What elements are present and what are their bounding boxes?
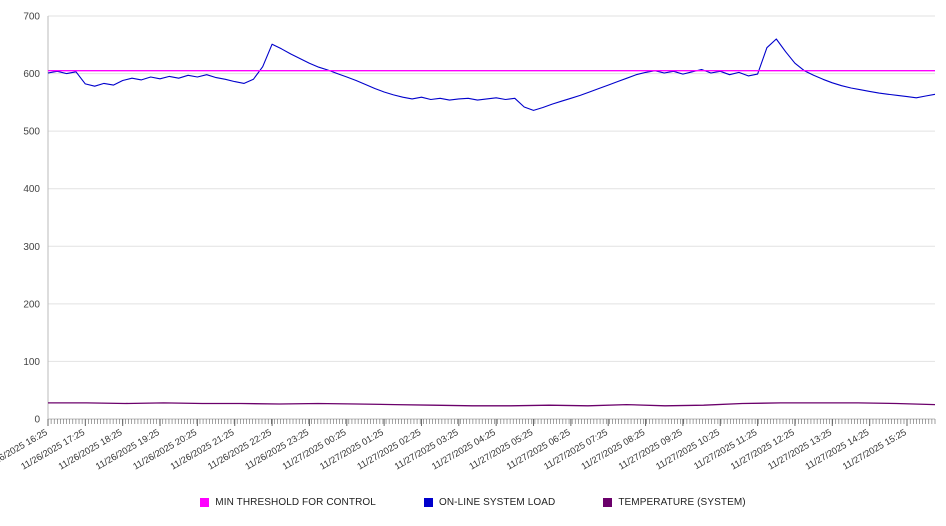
svg-text:11/27/2025 07:25: 11/27/2025 07:25 — [542, 427, 609, 472]
svg-text:11/27/2025 04:25: 11/27/2025 04:25 — [430, 427, 497, 472]
legend-item-min-threshold[interactable]: MIN THRESHOLD FOR CONTROL — [200, 497, 376, 508]
svg-text:600: 600 — [23, 69, 40, 80]
svg-text:11/27/2025 05:25: 11/27/2025 05:25 — [467, 427, 534, 472]
svg-text:11/27/2025 13:25: 11/27/2025 13:25 — [766, 427, 833, 472]
svg-text:300: 300 — [23, 242, 40, 253]
svg-text:11/26/2025 17:25: 11/26/2025 17:25 — [19, 427, 86, 472]
svg-text:100: 100 — [23, 357, 40, 368]
svg-text:11/27/2025 14:25: 11/27/2025 14:25 — [804, 427, 871, 472]
svg-text:700: 700 — [23, 12, 40, 23]
svg-text:11/27/2025 11:25: 11/27/2025 11:25 — [692, 427, 758, 471]
chart-legend: MIN THRESHOLD FOR CONTROL ON-LINE SYSTEM… — [0, 497, 946, 508]
svg-text:200: 200 — [23, 299, 40, 310]
svg-text:11/26/2025 20:25: 11/26/2025 20:25 — [131, 427, 198, 472]
legend-swatch-temperature — [603, 498, 613, 507]
svg-text:11/27/2025 12:25: 11/27/2025 12:25 — [729, 427, 796, 472]
svg-text:11/27/2025 06:25: 11/27/2025 06:25 — [505, 427, 572, 472]
legend-swatch-min-threshold — [200, 498, 210, 507]
legend-item-temperature[interactable]: TEMPERATURE (SYSTEM) — [603, 497, 746, 508]
legend-label-system-load: ON-LINE SYSTEM LOAD — [438, 497, 556, 508]
svg-text:11/27/2025 03:25: 11/27/2025 03:25 — [393, 427, 460, 472]
svg-text:500: 500 — [23, 127, 40, 138]
svg-text:400: 400 — [23, 184, 40, 195]
svg-text:0: 0 — [34, 415, 40, 426]
legend-label-temperature: TEMPERATURE (SYSTEM) — [618, 497, 746, 508]
legend-swatch-system-load — [423, 498, 433, 507]
legend-label-min-threshold: MIN THRESHOLD FOR CONTROL — [215, 497, 376, 508]
svg-text:11/27/2025 01:25: 11/27/2025 01:25 — [318, 427, 385, 472]
svg-text:11/27/2025 10:25: 11/27/2025 10:25 — [654, 427, 721, 472]
svg-text:11/27/2025 09:25: 11/27/2025 09:25 — [617, 427, 684, 472]
svg-text:11/27/2025 00:25: 11/27/2025 00:25 — [281, 427, 348, 472]
svg-text:11/27/2025 08:25: 11/27/2025 08:25 — [579, 427, 646, 472]
svg-text:11/27/2025 02:25: 11/27/2025 02:25 — [355, 427, 422, 472]
svg-text:11/26/2025 21:25: 11/26/2025 21:25 — [169, 427, 236, 472]
svg-text:11/27/2025 15:25: 11/27/2025 15:25 — [841, 427, 908, 472]
svg-text:11/26/2025 22:25: 11/26/2025 22:25 — [206, 427, 273, 472]
svg-text:11/26/2025 23:25: 11/26/2025 23:25 — [243, 427, 310, 472]
svg-text:11/26/2025 18:25: 11/26/2025 18:25 — [57, 427, 124, 472]
legend-item-system-load[interactable]: ON-LINE SYSTEM LOAD — [423, 497, 556, 508]
svg-text:11/26/2025 19:25: 11/26/2025 19:25 — [94, 427, 161, 472]
